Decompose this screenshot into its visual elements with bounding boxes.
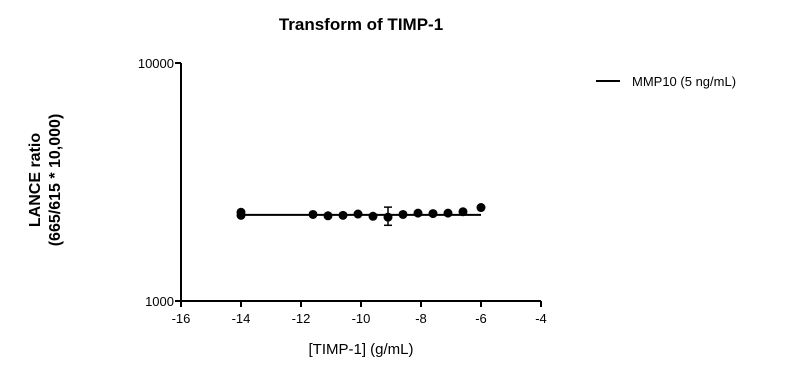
x-tick-label: -16: [172, 311, 191, 326]
x-tick-label: -14: [232, 311, 251, 326]
data-point: [383, 212, 393, 222]
y-tick-label: 10000: [138, 56, 174, 71]
data-point: [236, 210, 246, 220]
data-point: [458, 207, 468, 217]
data-point: [368, 211, 378, 221]
data-point: [338, 210, 348, 220]
data-point: [308, 209, 318, 219]
x-tick-label: -6: [475, 311, 487, 326]
legend-label: MMP10 (5 ng/mL): [632, 74, 736, 89]
data-point: [428, 209, 438, 219]
data-point: [323, 211, 333, 221]
x-tick-label: -4: [535, 311, 547, 326]
chart-marks: [236, 203, 486, 227]
axes: -16 -14 -12 -10 -8 -6 -4 1000 10000: [138, 56, 547, 326]
chart-title: Transform of TIMP-1: [279, 15, 443, 34]
x-axis-label: [TIMP-1] (g/mL): [308, 341, 413, 358]
data-point: [398, 209, 408, 219]
x-tick-label: -8: [415, 311, 427, 326]
y-axis-label-line1: LANCE ratio: [27, 133, 44, 227]
data-point: [413, 208, 423, 218]
data-point: [353, 209, 363, 219]
x-tick-label: -12: [292, 311, 311, 326]
data-point: [476, 203, 486, 213]
legend: MMP10 (5 ng/mL): [596, 74, 736, 89]
x-tick-label: -10: [352, 311, 371, 326]
data-point: [443, 208, 453, 218]
y-tick-label: 1000: [145, 294, 174, 309]
y-axis-label-line2: (665/615 * 10,000): [47, 114, 64, 247]
